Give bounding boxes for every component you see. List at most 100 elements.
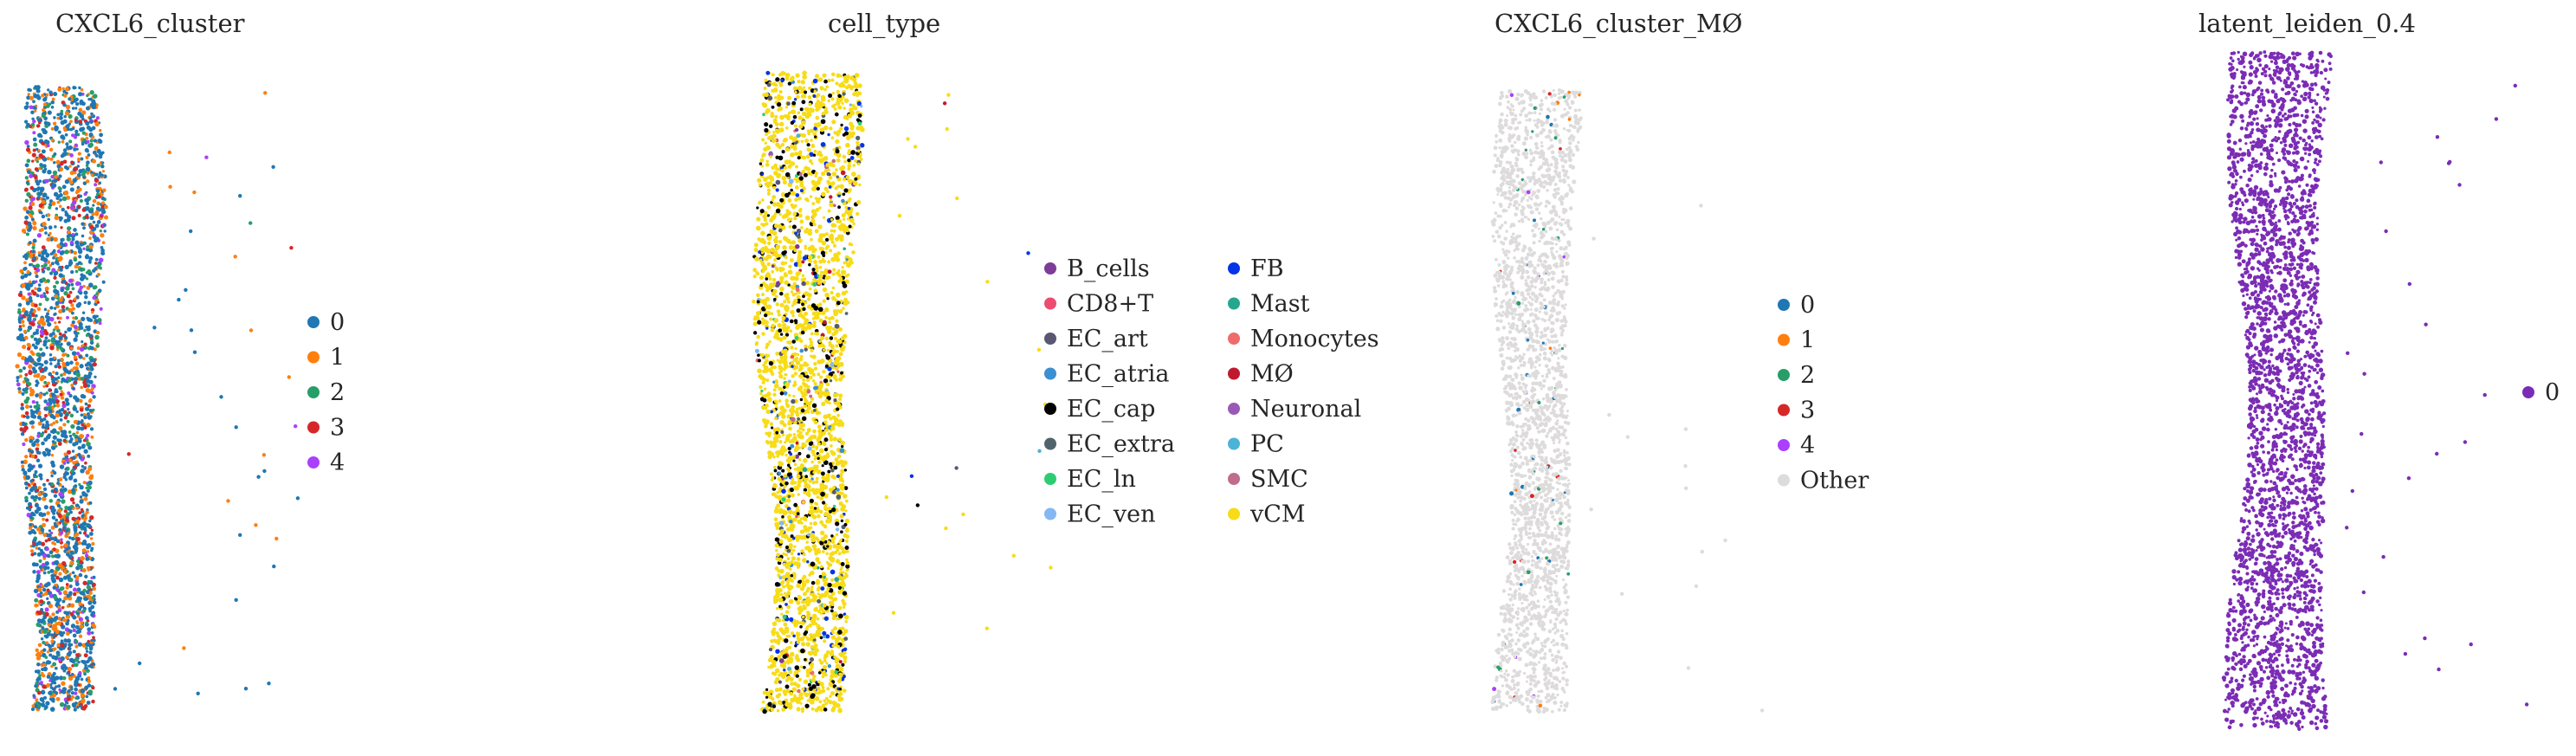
scatter-point <box>839 538 843 542</box>
scatter-point <box>39 294 44 299</box>
scatter-point <box>66 532 70 536</box>
scatter-point <box>63 190 69 196</box>
scatter-point <box>840 468 845 474</box>
scatter-point <box>843 188 849 193</box>
scatter-point <box>769 317 773 321</box>
scatter-point <box>845 86 849 90</box>
scatter-point <box>826 587 830 591</box>
scatter-point <box>52 170 58 176</box>
scatter-point <box>815 115 820 120</box>
scatter-point <box>35 578 40 584</box>
scatter-point <box>58 204 62 209</box>
scatter-point <box>775 142 780 147</box>
scatter-point <box>841 550 845 554</box>
scatter-point <box>778 373 784 379</box>
scatter-point <box>797 368 802 372</box>
scatter-point <box>92 295 96 300</box>
scatter-point <box>817 689 823 695</box>
scatter-point <box>89 359 94 363</box>
scatter-point <box>59 193 63 197</box>
scatter-point <box>87 627 92 632</box>
scatter-point <box>43 139 48 144</box>
scatter-point <box>818 302 823 307</box>
scatter-point <box>41 352 46 357</box>
scatter-point <box>48 147 54 152</box>
scatter-point <box>83 466 87 469</box>
scatter-point <box>78 602 82 605</box>
scatter-point <box>37 421 42 426</box>
scatter-point <box>60 120 65 126</box>
scatter-point <box>51 612 55 617</box>
scatter-point <box>90 638 94 643</box>
scatter-point <box>71 133 75 138</box>
scatter-point <box>72 628 76 633</box>
scatter-point <box>27 87 31 92</box>
scatter-point <box>95 344 100 348</box>
scatter-point <box>49 157 54 161</box>
scatter-point <box>839 485 845 491</box>
scatter-point <box>790 346 794 350</box>
scatter-point <box>92 204 95 207</box>
scatter-point <box>100 164 105 169</box>
scatter-point <box>806 297 811 301</box>
scatter-point <box>797 677 802 682</box>
scatter-point <box>42 496 47 501</box>
scatter-point <box>830 708 836 713</box>
scatter-point <box>772 456 776 459</box>
scatter-point <box>94 375 97 378</box>
scatter-point <box>32 226 37 231</box>
scatter-point <box>26 145 30 148</box>
scatter-point <box>813 260 817 264</box>
scatter-point-outlier <box>138 661 142 666</box>
scatter-point <box>36 339 41 343</box>
scatter-point <box>763 87 767 90</box>
scatter-point <box>790 443 795 449</box>
scatter-point <box>854 177 858 181</box>
scatter-point <box>49 568 55 573</box>
scatter-point <box>53 307 57 310</box>
scatter-point <box>74 687 78 691</box>
scatter-point <box>26 269 30 275</box>
scatter-point <box>86 433 90 438</box>
scatter-point <box>755 271 759 275</box>
scatter-point <box>768 648 773 652</box>
scatter-point <box>24 176 29 180</box>
scatter-point <box>52 421 56 425</box>
scatter-point <box>86 160 90 165</box>
scatter-point <box>36 662 41 667</box>
scatter-point <box>54 396 58 400</box>
scatter-point <box>74 171 77 175</box>
scatter-point <box>35 698 39 702</box>
scatter-point <box>21 228 27 234</box>
scatter-point <box>25 147 31 152</box>
scatter-point <box>20 460 24 464</box>
scatter-point <box>74 679 78 682</box>
scatter-point <box>800 90 804 94</box>
scatter-point <box>74 86 77 90</box>
scatter-point <box>800 600 804 604</box>
scatter-point <box>55 344 61 349</box>
scatter-point <box>68 591 73 596</box>
scatter-point <box>780 612 784 616</box>
scatter-point <box>23 267 28 271</box>
scatter-point <box>54 321 57 325</box>
scatter-point <box>88 244 94 249</box>
scatter-point <box>30 202 36 207</box>
scatter-point <box>758 373 763 379</box>
scatter-point <box>77 213 81 217</box>
scatter-point <box>31 152 36 158</box>
scatter-point <box>768 124 773 128</box>
scatter-point <box>74 682 79 688</box>
scatter-point <box>25 415 30 419</box>
scatter-point <box>833 597 838 602</box>
scatter-point <box>837 630 843 635</box>
scatter-point <box>62 333 67 338</box>
scatter-point <box>783 377 786 380</box>
scatter-point <box>813 362 817 366</box>
scatter-point <box>99 132 104 138</box>
scatter-point <box>54 294 59 299</box>
scatter-point <box>840 123 843 127</box>
scatter-point <box>58 309 63 314</box>
scatter-point <box>778 371 782 375</box>
scatter-point <box>754 348 759 353</box>
